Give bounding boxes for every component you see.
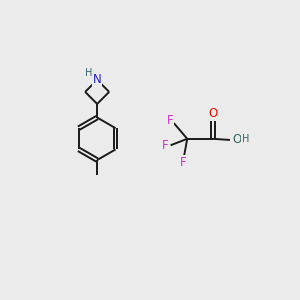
Text: H: H bbox=[242, 134, 249, 145]
Text: F: F bbox=[167, 114, 173, 127]
Text: H: H bbox=[85, 68, 93, 78]
Text: O: O bbox=[208, 107, 217, 120]
Text: N: N bbox=[93, 74, 101, 86]
Text: F: F bbox=[162, 139, 169, 152]
Text: O: O bbox=[233, 134, 242, 146]
Text: F: F bbox=[180, 156, 187, 169]
